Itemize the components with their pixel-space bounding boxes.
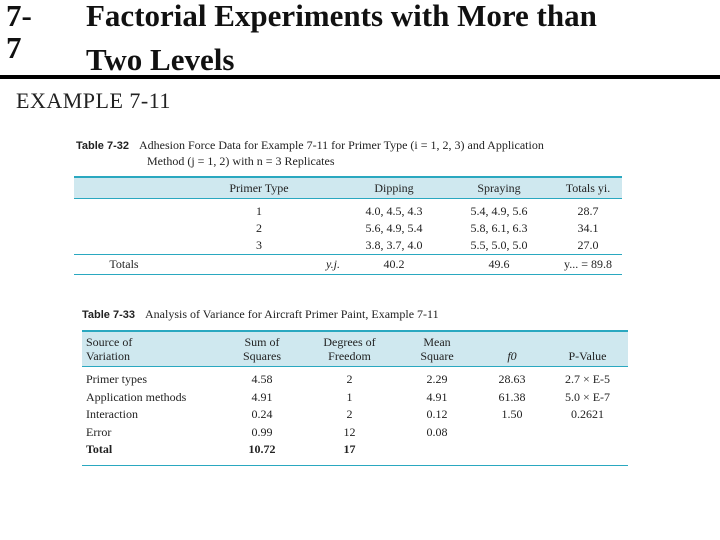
table-cell: 0.08 <box>426 424 448 439</box>
adhesion-force-table: Primer Type Dipping Spraying Totals yi. … <box>74 176 622 275</box>
table-cell: 5.0 × E-7 <box>564 389 611 404</box>
table1-label: Table 7-32 <box>76 140 129 152</box>
table-cell <box>477 441 547 465</box>
table-cell: 5.8, 6.1, 6.3 <box>470 221 528 235</box>
header-line: Sum of <box>244 335 280 349</box>
table-cell: 28.7 <box>577 204 599 218</box>
table-cell: 4.91 <box>426 389 448 404</box>
table1-caption: Table 7-32 Adhesion Force Data for Exampl… <box>76 138 636 169</box>
col-spraying: Spraying <box>444 177 554 199</box>
col-totals: Totals yi. <box>554 177 622 199</box>
table-cell: 27.0 <box>577 238 599 252</box>
table1-caption-line1: Adhesion Force Data for Example 7-11 for… <box>139 138 544 152</box>
table-cell: Total <box>86 442 113 457</box>
table-cell: 2 <box>256 221 262 235</box>
table-cell: 49.6 <box>444 254 554 275</box>
col-mean-square: Mean Square <box>397 331 477 367</box>
col-degrees-freedom: Degrees of Freedom <box>302 331 397 367</box>
table-cell: 4.0, 4.5, 4.3 <box>365 204 423 218</box>
table-cell: Primer types <box>86 372 147 387</box>
table-cell: 4.91 <box>251 389 273 404</box>
table-row: Application methods 4.91 1 4.91 61.38 5.… <box>82 389 628 407</box>
table-cell <box>547 441 628 465</box>
table-row: 2 5.6, 4.9, 5.4 5.8, 6.1, 6.3 34.1 <box>74 220 622 237</box>
header-line: Freedom <box>328 349 371 363</box>
table-row: Interaction 0.24 2 0.12 1.50 0.2621 <box>82 406 628 424</box>
table-cell: 28.63 <box>498 372 526 387</box>
slide-number: 7-7 <box>6 0 32 65</box>
table-cell: 4.58 <box>251 372 273 387</box>
col-sum-of-squares: Sum of Squares <box>222 331 302 367</box>
table-cell: 12 <box>343 424 356 439</box>
table-cell: 5.5, 5.0, 5.0 <box>470 238 528 252</box>
table-cell: 3 <box>256 238 262 252</box>
table-row: Primer types 4.58 2 2.29 28.63 2.7 × E-5 <box>82 367 628 389</box>
table-cell: 2 <box>346 372 353 387</box>
table-header-row: Source of Variation Sum of Squares Degrees… <box>82 331 628 367</box>
example-heading: EXAMPLE 7-11 <box>16 88 171 113</box>
table-cell <box>397 441 477 465</box>
table-cell: 5.6, 4.9, 5.4 <box>365 221 423 235</box>
header-line: Squares <box>243 349 281 363</box>
table-row: 3 3.8, 3.7, 4.0 5.5, 5.0, 5.0 27.0 <box>74 237 622 255</box>
table-cell: y... = 89.8 <box>554 254 622 275</box>
header-line: Source of <box>86 335 133 349</box>
table-totals-row: Totals y.j. 40.2 49.6 y... = 89.8 <box>74 254 622 275</box>
table2-caption: Table 7-33 Analysis of Variance for Aircr… <box>82 307 642 322</box>
table-cell: 3.8, 3.7, 4.0 <box>365 238 423 252</box>
table1-caption-line2: Method (j = 1, 2) with n = 3 Replicates <box>147 154 335 168</box>
header-line: Square <box>420 349 454 363</box>
table-header-row: Primer Type Dipping Spraying Totals yi. <box>74 177 622 199</box>
table-cell <box>477 424 547 442</box>
table-cell: 61.38 <box>498 389 526 404</box>
header-line: Variation <box>86 349 130 363</box>
table-cell: y.j. <box>174 254 344 275</box>
table2-label: Table 7-33 <box>82 309 135 321</box>
table-cell: 2.29 <box>426 372 448 387</box>
table-cell: Totals <box>74 254 174 275</box>
table-total-row: Total 10.72 17 <box>82 441 628 465</box>
table-cell: 17 <box>343 442 356 457</box>
table-cell: 1 <box>256 204 262 218</box>
table-row: 1 4.0, 4.5, 4.3 5.4, 4.9, 5.6 28.7 <box>74 199 622 221</box>
table-cell: 0.2621 <box>571 407 604 422</box>
header-line: Degrees of <box>323 335 376 349</box>
table-cell <box>547 424 628 442</box>
title-line-2: Two Levels <box>86 42 235 77</box>
table-cell: 2 <box>346 407 353 422</box>
table-cell: 5.4, 4.9, 5.6 <box>470 204 528 218</box>
header-line: P-Value <box>568 349 607 363</box>
table-cell: 0.99 <box>251 424 273 439</box>
table-row: Error 0.99 12 0.08 <box>82 424 628 442</box>
table-cell: Interaction <box>86 407 138 422</box>
table-cell: 2.7 × E-5 <box>564 372 611 387</box>
header-line: Mean <box>423 335 451 349</box>
table-cell: 0.12 <box>426 407 448 422</box>
table-cell: 0.24 <box>251 407 273 422</box>
title-line-1: Factorial Experiments with More than <box>86 0 597 33</box>
col-source: Source of Variation <box>82 331 222 367</box>
table-cell: 10.72 <box>248 442 276 457</box>
col-f0: f0 <box>477 331 547 367</box>
col-p-value: P-Value <box>547 331 628 367</box>
table-cell: 1.50 <box>501 407 523 422</box>
col-primer-type: Primer Type <box>174 177 344 199</box>
table-cell: Error <box>86 424 112 439</box>
table-cell: Application methods <box>86 389 187 404</box>
header-line: f0 <box>507 349 517 363</box>
col-dipping: Dipping <box>344 177 444 199</box>
table-cell: 40.2 <box>344 254 444 275</box>
title-divider <box>0 75 720 79</box>
table-cell: 1 <box>346 389 353 404</box>
table-cell: 34.1 <box>577 221 599 235</box>
table2-caption-text: Analysis of Variance for Aircraft Primer… <box>145 307 439 321</box>
anova-table: Source of Variation Sum of Squares Degrees… <box>82 330 628 466</box>
